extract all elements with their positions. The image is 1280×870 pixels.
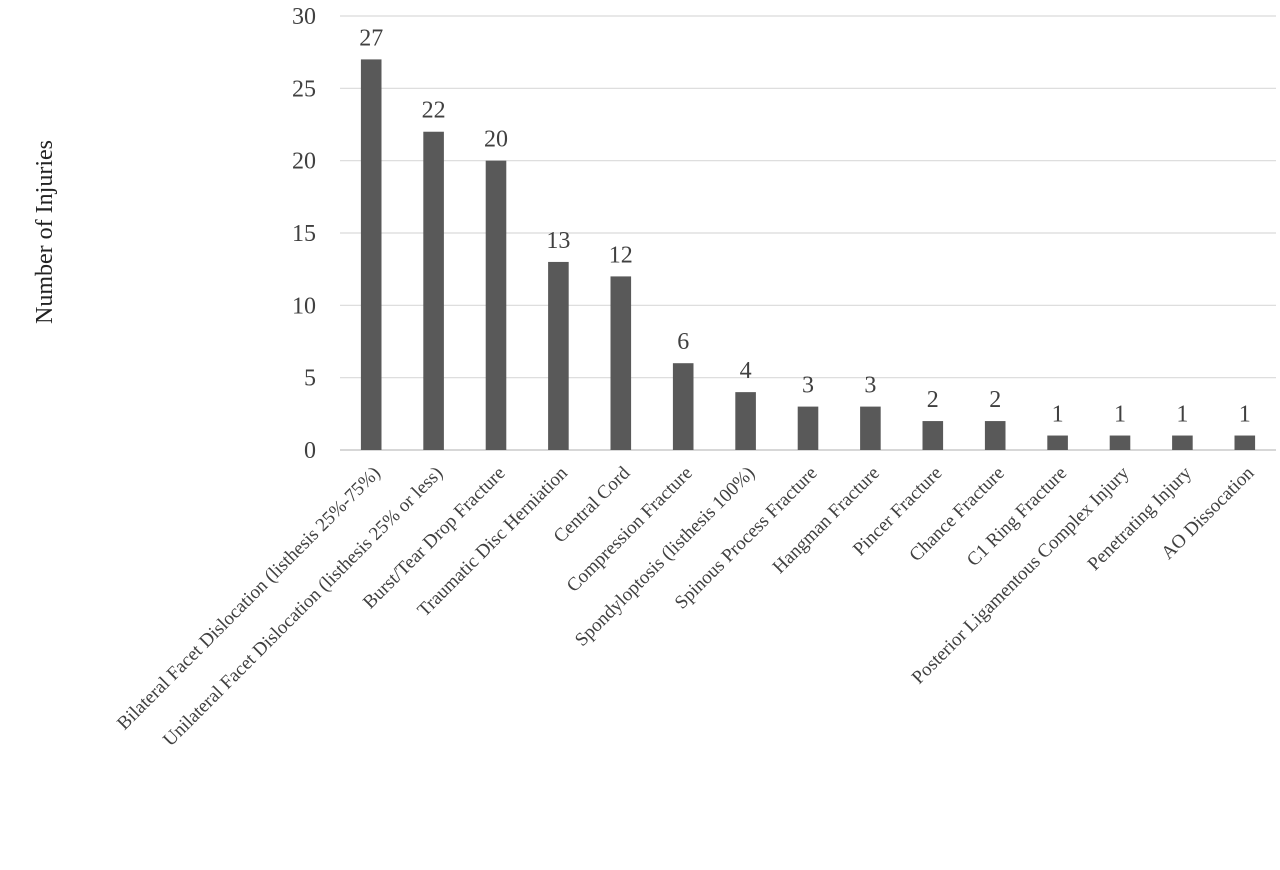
data-label: 1 bbox=[1239, 402, 1251, 428]
y-tick-label: 5 bbox=[304, 366, 316, 392]
category-label: Unilateral Facet Dislocation (listhesis … bbox=[159, 463, 447, 751]
data-label: 3 bbox=[864, 373, 876, 399]
bar bbox=[1172, 435, 1193, 450]
bar bbox=[672, 363, 694, 450]
data-label: 2 bbox=[927, 387, 939, 413]
bars bbox=[360, 59, 1256, 451]
data-label: 2 bbox=[989, 387, 1001, 413]
data-label: 1 bbox=[1114, 402, 1126, 428]
bar bbox=[735, 392, 756, 450]
data-label: 27 bbox=[359, 25, 383, 51]
bar bbox=[1109, 435, 1131, 450]
bar bbox=[610, 276, 632, 450]
bar bbox=[360, 59, 382, 451]
data-label: 4 bbox=[740, 358, 752, 384]
y-tick-label: 0 bbox=[304, 438, 316, 464]
bar bbox=[797, 406, 819, 450]
y-tick-label: 20 bbox=[292, 149, 316, 175]
y-tick-label: 25 bbox=[292, 76, 316, 102]
bar bbox=[423, 131, 444, 450]
y-axis-label: Number of Injuries bbox=[32, 140, 58, 324]
category-label: Hangman Fracture bbox=[769, 463, 884, 578]
data-label: 3 bbox=[802, 373, 814, 399]
data-label: 22 bbox=[422, 98, 446, 124]
data-label: 6 bbox=[677, 329, 689, 355]
bar bbox=[485, 160, 507, 450]
category-label: Posterior Ligamentous Complex Injury bbox=[908, 462, 1134, 688]
data-label: 1 bbox=[1052, 402, 1064, 428]
data-label: 12 bbox=[609, 242, 633, 268]
bar bbox=[548, 261, 569, 450]
y-tick-label: 10 bbox=[292, 293, 316, 319]
bar bbox=[1047, 435, 1068, 450]
y-tick-label: 15 bbox=[292, 221, 316, 247]
bar bbox=[984, 421, 1006, 450]
data-label: 1 bbox=[1176, 402, 1188, 428]
bar bbox=[922, 421, 944, 450]
category-label: Penetrating Injury bbox=[1084, 462, 1197, 575]
data-label: 20 bbox=[484, 127, 508, 153]
bar bbox=[860, 406, 881, 450]
y-axis-ticks: 0 5 10 15 20 25 30 bbox=[292, 4, 316, 464]
category-label: Bilateral Facet Dislocation (listhesis 2… bbox=[113, 463, 385, 735]
category-labels: Bilateral Facet Dislocation (listhesis 2… bbox=[113, 462, 1259, 750]
bar bbox=[1234, 435, 1256, 450]
y-tick-label: 30 bbox=[292, 4, 316, 30]
data-label: 13 bbox=[546, 228, 570, 254]
